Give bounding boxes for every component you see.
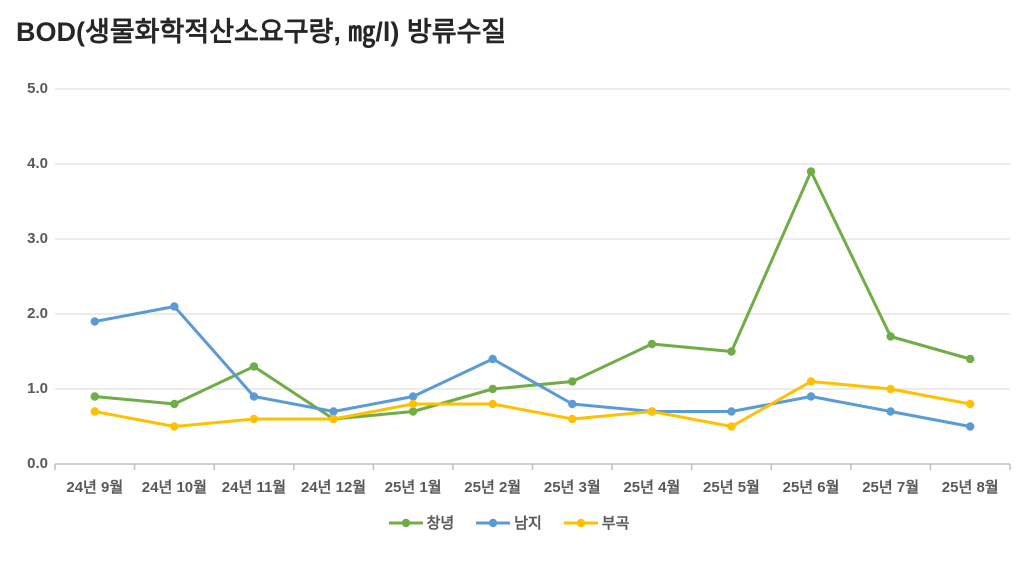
- y-tick-label: 1.0: [27, 380, 48, 397]
- data-point-series0-4: [408, 407, 418, 416]
- y-tick-label: 0.0: [27, 455, 48, 472]
- x-tick-label: 24년 9월: [66, 479, 124, 496]
- chart-title: BOD(생물화학적산소요구량, ㎎/l) 방류수질: [16, 17, 507, 47]
- x-tick-label: 24년 10월: [141, 479, 207, 496]
- y-tick-label: 4.0: [27, 155, 48, 172]
- legend-label: 부곡: [601, 515, 630, 532]
- data-point-series1-11: [966, 422, 975, 431]
- x-tick-label: 25년 8월: [941, 479, 999, 496]
- data-point-series1-4: [408, 392, 418, 401]
- data-point-series1-10: [886, 407, 895, 416]
- data-point-series1-8: [727, 407, 736, 416]
- data-point-series2-0: [90, 407, 99, 416]
- data-point-series1-3: [329, 407, 338, 416]
- legend: 창녕 남지 부곡: [0, 512, 1018, 533]
- data-point-series2-11: [966, 399, 975, 409]
- data-point-series0-11: [966, 354, 975, 364]
- y-tick-label: 3.0: [27, 230, 48, 247]
- data-point-series2-1: [170, 422, 179, 431]
- legend-item-2: 부곡: [563, 512, 630, 533]
- data-point-series2-6: [568, 414, 577, 424]
- x-tick-label: 24년 12월: [300, 479, 367, 496]
- data-point-series1-1: [170, 302, 179, 311]
- y-tick-label: 2.0: [27, 305, 48, 322]
- series-line-1: [93, 305, 972, 428]
- legend-item-1: 남지: [476, 512, 542, 533]
- x-tick-label: 25년 6월: [782, 479, 840, 496]
- data-point-series2-4: [408, 399, 418, 409]
- data-point-series1-9: [806, 392, 816, 401]
- x-tick-label: 25년 3월: [543, 479, 601, 496]
- x-tick-label: 25년 7월: [862, 479, 920, 496]
- legend-marker-icon: [563, 518, 598, 527]
- data-point-series2-2: [249, 414, 259, 424]
- data-point-series0-5: [488, 384, 497, 394]
- series-line-2: [93, 380, 972, 428]
- data-point-series1-5: [488, 354, 497, 364]
- data-point-series2-8: [727, 422, 736, 431]
- y-tick-label: 5.0: [27, 80, 48, 97]
- x-tick-label: 24년 11월: [221, 479, 287, 496]
- data-point-series2-3: [329, 414, 338, 424]
- legend-marker-icon: [476, 518, 511, 527]
- data-point-series0-10: [886, 332, 895, 341]
- data-point-series2-5: [488, 399, 497, 409]
- data-point-series0-8: [727, 347, 736, 356]
- x-tick-label: 25년 5월: [703, 479, 760, 496]
- legend-marker-icon: [388, 518, 423, 527]
- legend-label: 남지: [514, 515, 542, 532]
- data-point-series1-2: [249, 392, 259, 401]
- data-point-series2-9: [806, 377, 816, 386]
- data-point-series0-0: [90, 392, 99, 401]
- legend-label: 창녕: [426, 515, 455, 532]
- data-point-series1-6: [568, 399, 577, 409]
- x-tick-label: 25년 2월: [464, 479, 522, 496]
- data-point-series0-6: [568, 377, 577, 386]
- legend-item-0: 창녕: [388, 512, 455, 533]
- data-point-series0-9: [806, 167, 816, 176]
- x-tick-label: 25년 4월: [623, 479, 681, 496]
- data-point-series1-0: [90, 317, 99, 326]
- x-tick-label: 25년 1월: [384, 479, 442, 496]
- data-point-series0-2: [249, 362, 259, 371]
- data-point-series0-7: [647, 339, 657, 349]
- series-line-0: [93, 170, 972, 421]
- data-point-series2-10: [886, 384, 895, 394]
- data-point-series0-1: [170, 399, 179, 409]
- data-point-series2-7: [647, 407, 657, 416]
